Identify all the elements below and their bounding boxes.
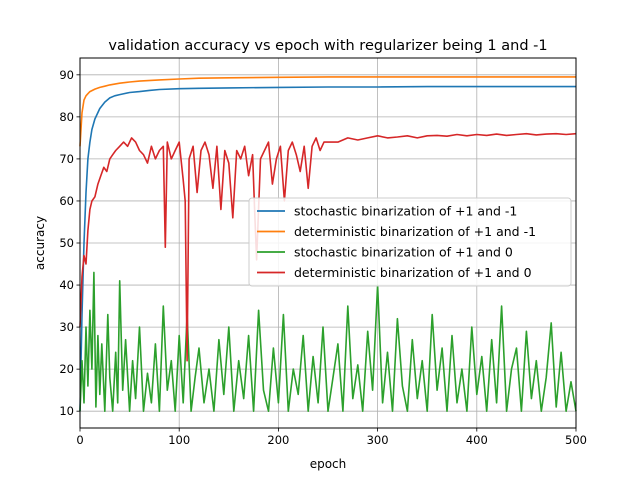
series-line-3 bbox=[79, 271, 577, 413]
x-tick-label: 0 bbox=[76, 433, 83, 447]
y-tick-label: 90 bbox=[59, 68, 74, 82]
legend: stochastic binarization of +1 and -1 dete… bbox=[248, 197, 572, 287]
x-tick-label: 500 bbox=[565, 433, 587, 447]
y-tick-label: 70 bbox=[59, 152, 74, 166]
x-tick-label: 300 bbox=[367, 433, 389, 447]
chart-title: validation accuracy vs epoch with regula… bbox=[108, 38, 547, 54]
legend-box bbox=[248, 197, 572, 287]
x-tick-label: 100 bbox=[168, 433, 190, 447]
y-tick-label: 20 bbox=[59, 362, 74, 376]
series-line-4 bbox=[79, 132, 577, 362]
series-line-2 bbox=[79, 76, 576, 147]
x-tick-label: 200 bbox=[267, 433, 289, 447]
legend-label: stochastic binarization of +1 and -1 bbox=[294, 204, 517, 219]
series-line-1 bbox=[79, 85, 576, 412]
legend-label: stochastic binarization of +1 and 0 bbox=[294, 245, 513, 260]
x-tick-label: 400 bbox=[466, 433, 488, 447]
y-axis-label: accuracy bbox=[33, 216, 47, 270]
y-tick-label: 80 bbox=[59, 110, 74, 124]
legend-label: deterministic binarization of +1 and -1 bbox=[294, 224, 536, 239]
y-tick-label: 60 bbox=[59, 194, 74, 208]
y-tick-label: 10 bbox=[59, 404, 74, 418]
y-axis-ticks: 10 20 30 40 50 60 70 80 90 bbox=[59, 68, 80, 418]
x-axis-label: epoch bbox=[310, 457, 347, 471]
legend-label: deterministic binarization of +1 and 0 bbox=[294, 265, 532, 280]
plot-series bbox=[79, 76, 577, 413]
y-tick-label: 40 bbox=[59, 278, 74, 292]
y-tick-label: 30 bbox=[59, 320, 74, 334]
y-tick-label: 50 bbox=[59, 236, 74, 250]
x-axis-ticks: 0 100 200 300 400 500 bbox=[76, 428, 587, 447]
